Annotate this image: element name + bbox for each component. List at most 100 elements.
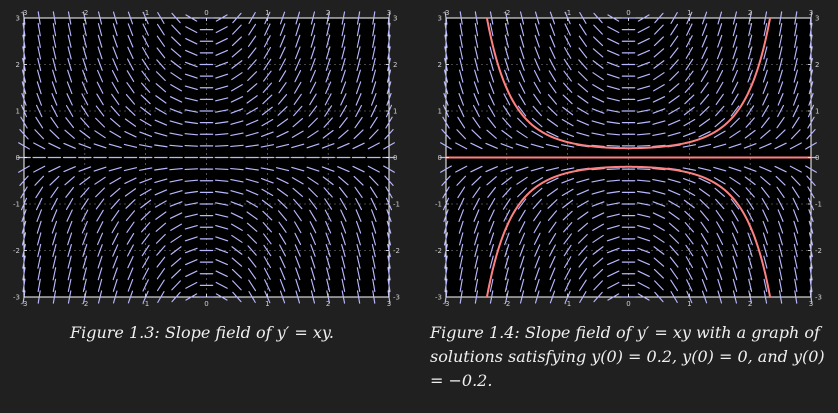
slope-segment (52, 290, 57, 304)
slope-segment (471, 129, 482, 140)
slope-segment (356, 11, 361, 25)
slope-segment (52, 57, 57, 72)
slope-segment (652, 167, 666, 171)
slope-segment (652, 96, 666, 103)
slope-segment (519, 23, 525, 37)
slope-segment (807, 186, 815, 199)
slope-segment (607, 293, 620, 301)
slope-segment (716, 244, 723, 257)
slope-segment (67, 267, 72, 281)
slope-segments (17, 11, 396, 304)
slope-segment (170, 223, 183, 231)
slope-segment (444, 22, 448, 37)
slope-segment (530, 166, 544, 172)
slope-segment (563, 82, 573, 93)
slope-segment (534, 244, 541, 257)
slope-segment (534, 34, 540, 48)
slope-segment (459, 46, 464, 60)
slope-segment (170, 234, 182, 243)
tick-label-y-right: -3 (393, 294, 400, 302)
slope-segment (356, 46, 361, 60)
slope-segment (474, 69, 479, 83)
slope-segment (127, 58, 134, 71)
slope-segment (48, 142, 61, 150)
slope-segment (341, 22, 346, 37)
slope-segment (18, 165, 30, 173)
slope-segment (277, 94, 288, 105)
slope-segment (731, 221, 739, 234)
slope-segment (746, 198, 755, 210)
slope-segment (215, 259, 228, 266)
slope-segment (728, 166, 742, 172)
slope-segment (591, 132, 605, 136)
slope-segment (245, 119, 259, 126)
slope-segment (730, 117, 740, 128)
slope-segment (37, 255, 42, 269)
slope-segment (67, 34, 72, 48)
slope-segment (637, 202, 651, 206)
slope-segment (701, 23, 708, 36)
slope-segment (170, 257, 182, 267)
slope-segment (263, 46, 272, 59)
slope-segment (171, 24, 181, 35)
slope-segment (457, 186, 466, 199)
slope-segment (501, 176, 513, 186)
slope-segment (142, 23, 149, 36)
tick-label-x-top: 0 (204, 9, 208, 17)
slope-segment (591, 96, 605, 103)
slope-segment (154, 178, 168, 184)
slope-segment (606, 133, 621, 136)
slope-segment (156, 279, 165, 292)
slope-segment (82, 267, 87, 281)
slope-segment (372, 22, 376, 37)
slope-segment (355, 93, 362, 106)
slope-segment (294, 221, 302, 234)
slope-segment (367, 165, 380, 173)
slope-segment (606, 179, 621, 182)
slope-segment (325, 81, 332, 95)
slope-segment (371, 232, 376, 246)
slope-segment (371, 46, 376, 60)
tick-label-y-right: 1 (815, 108, 819, 116)
slope-segment (246, 222, 258, 232)
slope-segment (474, 232, 479, 246)
slope-segment (97, 69, 104, 83)
slope-segment (294, 81, 302, 94)
slope-segment (67, 278, 72, 293)
slope-segment (488, 209, 495, 222)
slope-segment (530, 143, 544, 149)
slope-segment (459, 232, 464, 246)
slope-segment (682, 144, 696, 148)
slope-segment (231, 48, 243, 58)
slope-segment (501, 129, 513, 139)
slope-segment (700, 82, 709, 94)
slope-segment (127, 267, 134, 281)
tick-label-x-bottom: -2 (81, 300, 88, 308)
slope-segment (247, 71, 258, 82)
slope-segment (109, 187, 121, 197)
tick-label-x-bottom: 0 (626, 300, 630, 308)
slope-segment (563, 58, 572, 71)
slope-segment (109, 118, 121, 128)
slope-segment (593, 280, 603, 291)
slope-segment (716, 70, 724, 83)
slope-segment (487, 105, 496, 117)
slope-segment (774, 165, 787, 173)
slope-segment (443, 81, 449, 95)
slope-segment (470, 142, 483, 150)
slope-segment (548, 70, 557, 83)
slope-segment (459, 34, 463, 48)
slope-segment (139, 131, 153, 138)
slope-segment (549, 279, 556, 292)
slope-segment (52, 69, 57, 83)
slope-segment (578, 35, 587, 47)
slope-segment (325, 58, 331, 71)
slope-segment (18, 142, 30, 150)
slope-segment (261, 199, 273, 209)
slope-segment (441, 129, 451, 140)
slope-segment (533, 81, 541, 94)
slope-segment (64, 129, 75, 139)
slope-segment (295, 34, 301, 48)
slope-segment (563, 244, 572, 257)
slope-segment (777, 197, 785, 211)
